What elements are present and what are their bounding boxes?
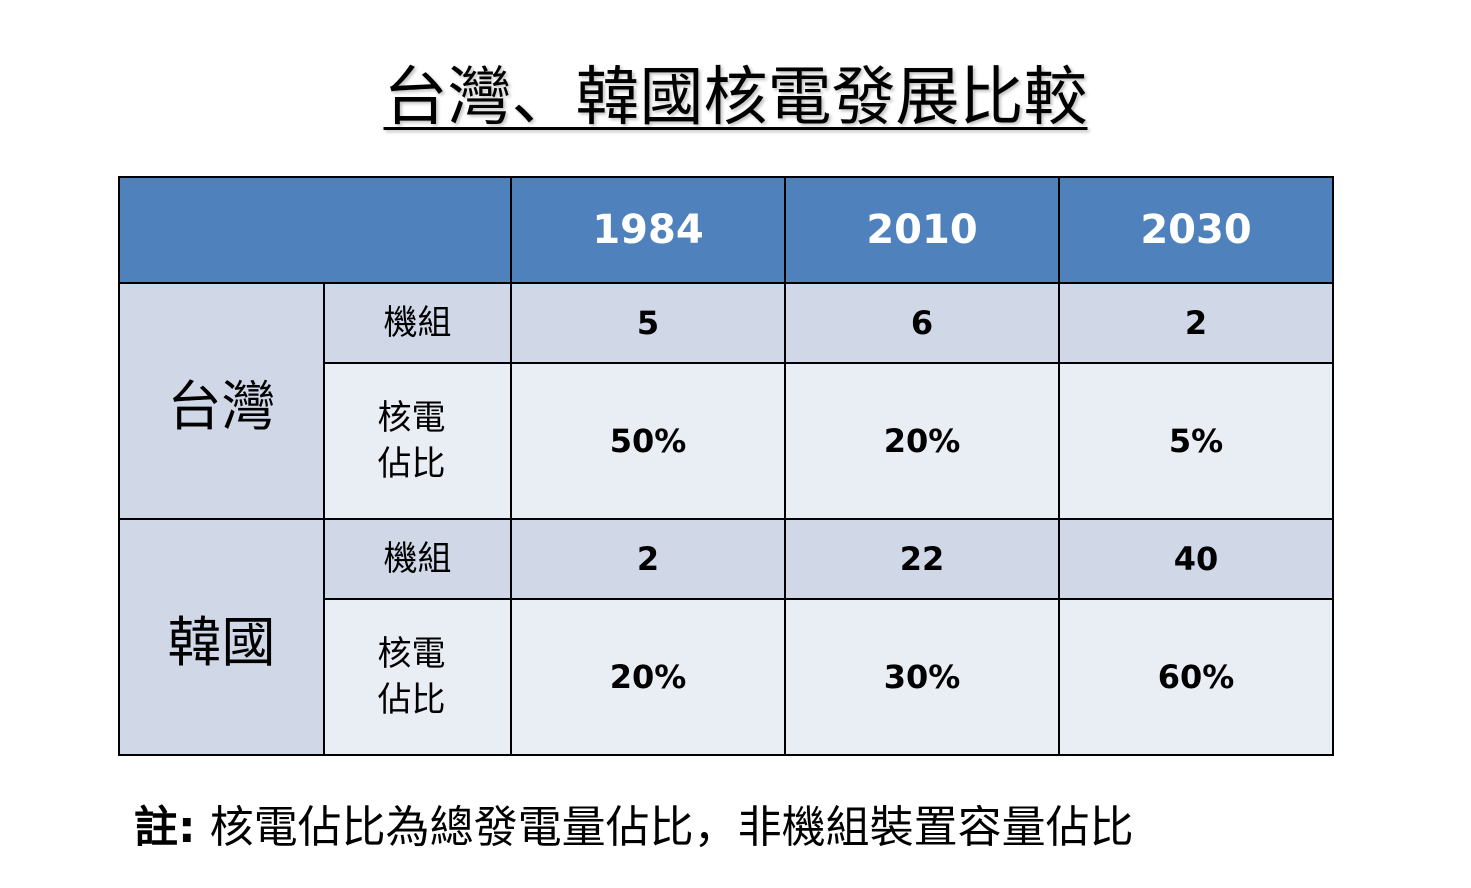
footnote-prefix: 註: xyxy=(134,802,196,853)
table-row: 核電佔比 50% 20% 5% xyxy=(119,362,1334,520)
table-cell: 50% xyxy=(510,362,786,520)
table-cell: 22 xyxy=(784,518,1060,600)
table-cell: 6 xyxy=(784,282,1060,364)
row-label: 機組 xyxy=(323,518,512,600)
table-cell: 20% xyxy=(510,598,786,756)
table-row: 韓國 機組 2 22 40 xyxy=(118,518,1334,756)
comparison-table: 1984 2010 2030 台灣 機組 5 6 2 核電佔比 50% 20% … xyxy=(118,176,1334,756)
footnote-text: 核電佔比為總發電量佔比，非機組裝置容量佔比 xyxy=(195,802,1134,853)
year-header: 2010 xyxy=(784,176,1060,284)
country-name-taiwan: 台灣 xyxy=(118,282,325,520)
year-header: 2030 xyxy=(1058,176,1334,284)
table-cell: 5 xyxy=(510,282,786,364)
footnote: 註: 核電佔比為總發電量佔比，非機組裝置容量佔比 xyxy=(134,796,1134,860)
page-title-text: 台灣、韓國核電發展比較 xyxy=(383,61,1088,135)
header-corner-cell xyxy=(118,176,512,284)
table-cell: 20% xyxy=(784,362,1060,520)
page-title: 台灣、韓國核電發展比較 xyxy=(0,58,1471,138)
table-cell: 5% xyxy=(1058,362,1334,520)
row-label: 核電佔比 xyxy=(377,634,446,720)
table-cell: 60% xyxy=(1058,598,1334,756)
row-label-cell: 核電佔比 xyxy=(323,598,512,756)
table-cell: 2 xyxy=(1058,282,1334,364)
table-row: 核電佔比 20% 30% 60% xyxy=(119,598,1334,756)
table-cell: 40 xyxy=(1058,518,1334,600)
table-row: 台灣 機組 5 6 2 xyxy=(118,282,1334,520)
row-label: 核電佔比 xyxy=(377,398,446,484)
country-name-korea: 韓國 xyxy=(118,518,325,756)
table-cell: 2 xyxy=(510,518,786,600)
table-cell: 30% xyxy=(784,598,1060,756)
year-header: 1984 xyxy=(510,176,786,284)
header-row: 1984 2010 2030 xyxy=(118,176,1334,284)
row-label-cell: 核電佔比 xyxy=(323,362,512,520)
row-label: 機組 xyxy=(323,282,512,364)
